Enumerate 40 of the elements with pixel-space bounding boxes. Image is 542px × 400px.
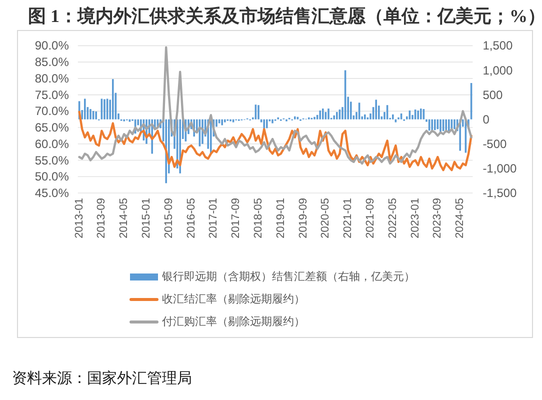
x-tick-label: 2013-09	[96, 198, 108, 238]
y-tick-label: 90.0%	[34, 38, 70, 53]
y-tick-label: 85.0%	[34, 55, 70, 70]
x-tick-label: 2015-09	[162, 198, 175, 238]
y-tick-label: 65.0%	[34, 120, 70, 135]
x-tick-label: 2021-09	[364, 198, 376, 238]
x-tick-label: 2017-01	[208, 198, 220, 238]
y-tick-label: 55.0%	[34, 153, 70, 168]
x-tick-label: 2023-09	[432, 198, 444, 238]
x-tick-label: 2023-01	[409, 198, 422, 238]
y2-tick-label: 0	[482, 112, 490, 126]
y-tick-label: 70.0%	[34, 104, 70, 118]
x-tick-label: 2016-05	[185, 198, 198, 238]
legend-label: 付汇购汇率（剔除远期履约）	[162, 315, 305, 328]
text: 资料来源：国家外汇管理局	[12, 370, 192, 387]
y-tick-label: 60.0%	[34, 136, 70, 151]
x-tick-label: 2024-05	[454, 198, 466, 238]
x-tick-label: 2021-01	[342, 198, 354, 238]
x-tick-label: 2018-05	[252, 198, 264, 238]
x-tick-label: 2017-09	[230, 198, 242, 238]
x-tick-label: 2019-01	[274, 198, 287, 238]
y-tick-label: 50.0%	[34, 170, 70, 184]
legend-label: 银行即远期（含期权）结售汇差额（右轴，亿美元）	[161, 270, 415, 283]
x-tick-label: 2014-05	[118, 198, 130, 238]
y2-tick-label: -1,500	[482, 186, 518, 200]
chart-title: 图 1：境内外汇供求关系及市场结售汇意愿（单位：亿美元；%）	[28, 6, 542, 26]
y2-tick-label: -1,000	[482, 161, 518, 176]
x-tick-label: 2019-09	[297, 198, 310, 238]
y2-tick-label: 1,500	[482, 38, 514, 53]
x-tick-label: 2013-01	[73, 198, 86, 238]
y-tick-label: 75.0%	[34, 88, 70, 102]
x-tick-label: 2015-01	[140, 198, 152, 238]
y2-tick-label: 1,000	[482, 63, 514, 78]
y2-tick-label: -500	[482, 136, 508, 151]
x-tick-label: 2020-05	[320, 198, 332, 238]
y2-tick-label: 500	[482, 88, 504, 102]
x-tick-label: 2022-05	[386, 198, 399, 238]
y-tick-label: 80.0%	[34, 71, 70, 86]
legend-label: 收汇结汇率（剔除远期履约）	[162, 292, 305, 306]
y-tick-label: 45.0%	[34, 186, 70, 200]
